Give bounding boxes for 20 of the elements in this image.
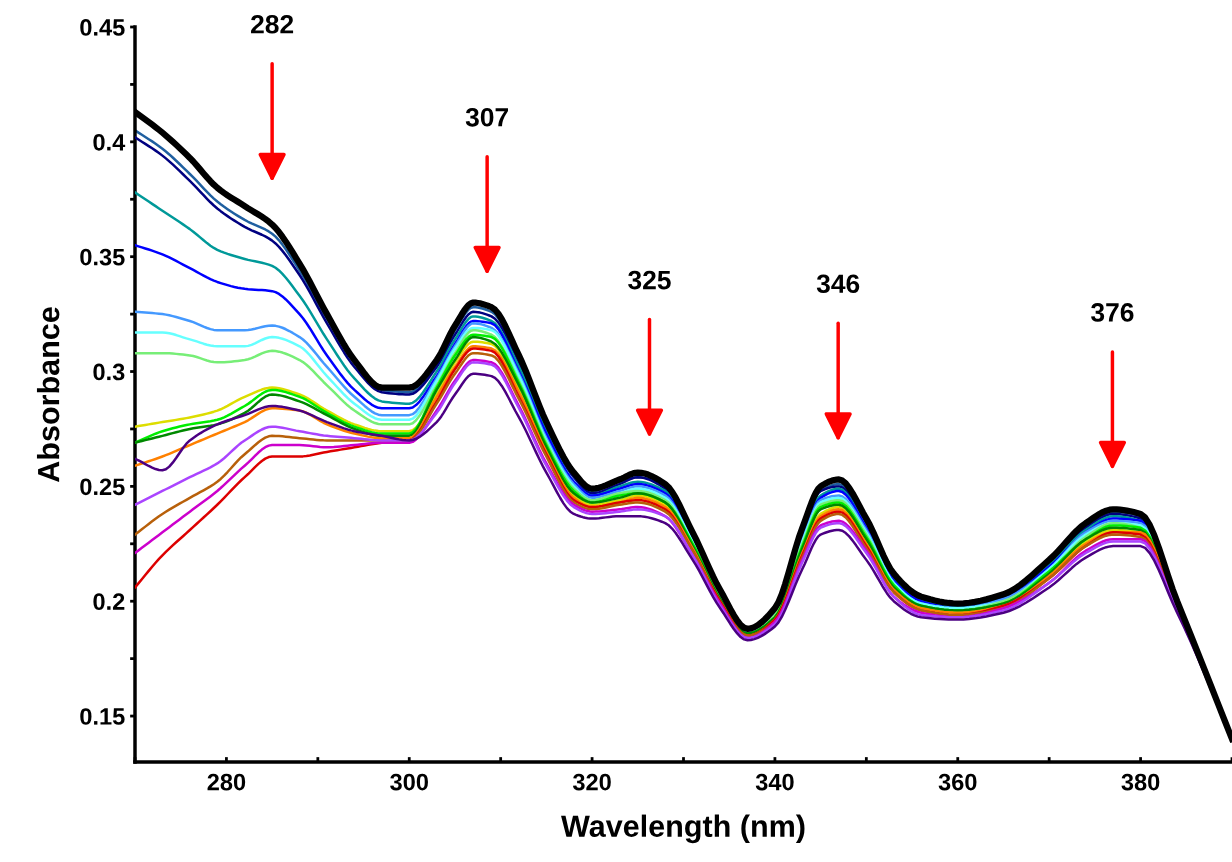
annotation: 376 (1091, 303, 1134, 322)
y-tick-label: 0.25 (80, 478, 125, 496)
annotation: 346 (816, 274, 860, 294)
x-tick-label: 380 (1121, 773, 1160, 791)
y-tick-label: 0.45 (80, 19, 125, 36)
x-tick-label: 280 (207, 773, 246, 791)
x-tick-label: 340 (755, 773, 794, 791)
y-tick-label: 0.2 (93, 593, 125, 611)
y-tick-label: 0.15 (80, 708, 125, 725)
x-tick-label: 360 (938, 773, 977, 791)
annotation: 282 (251, 14, 294, 34)
x-axis-title: Wavelength (nm) (561, 814, 805, 844)
annotation: 325 (628, 270, 671, 290)
y-tick-label: 0.3 (93, 363, 125, 381)
x-tick-label: 320 (572, 773, 611, 791)
y-tick-label: 0.4 (93, 133, 126, 151)
y-tick-label: 0.35 (80, 248, 125, 266)
y-axis-title: Absorbance (36, 307, 60, 483)
annotation: 307 (465, 107, 508, 127)
x-tick-label: 300 (390, 773, 428, 791)
